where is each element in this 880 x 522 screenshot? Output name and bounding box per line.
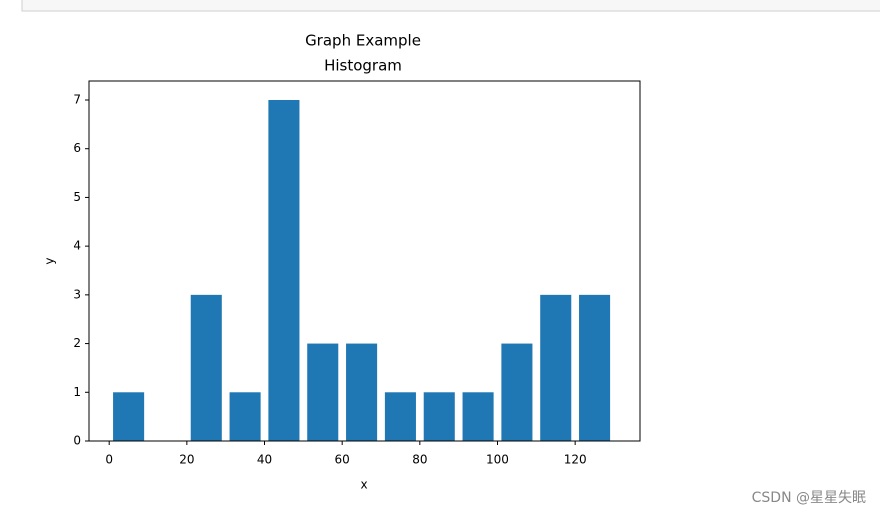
- x-tick-label: 40: [257, 453, 272, 467]
- chart-subtitle: Histogram: [324, 57, 402, 75]
- y-tick-label: 0: [73, 434, 81, 448]
- bar: [268, 99, 300, 441]
- plot-frame: [88, 80, 641, 442]
- bar: [113, 392, 145, 441]
- y-tick-label: 3: [73, 287, 81, 301]
- y-axis-label: y: [43, 257, 57, 264]
- chart-title: Graph Example: [305, 32, 421, 50]
- x-tick-label: 80: [412, 453, 427, 467]
- x-tick-label: 60: [335, 453, 350, 467]
- y-tick-label: 5: [73, 190, 81, 204]
- x-tick-label: 0: [105, 453, 113, 467]
- y-tick-label: 7: [73, 92, 81, 106]
- bar: [190, 294, 222, 441]
- y-tick-label: 6: [73, 141, 81, 155]
- y-tick-label: 4: [73, 239, 81, 253]
- bar: [501, 343, 533, 441]
- x-axis-label: x: [360, 478, 367, 492]
- bar: [423, 392, 455, 441]
- bar: [346, 343, 378, 441]
- x-tick-label: 100: [486, 453, 509, 467]
- x-tick-label: 20: [179, 453, 194, 467]
- watermark: CSDN @星星失眠: [752, 490, 866, 506]
- cell-edge: [21, 0, 880, 12]
- bar: [229, 392, 261, 441]
- y-tick-label: 2: [73, 336, 81, 350]
- bar: [462, 392, 494, 441]
- bar: [579, 294, 611, 441]
- bar: [540, 294, 572, 441]
- bar: [384, 392, 416, 441]
- y-tick-label: 1: [73, 385, 81, 399]
- x-tick-label: 120: [564, 453, 587, 467]
- bar: [307, 343, 339, 441]
